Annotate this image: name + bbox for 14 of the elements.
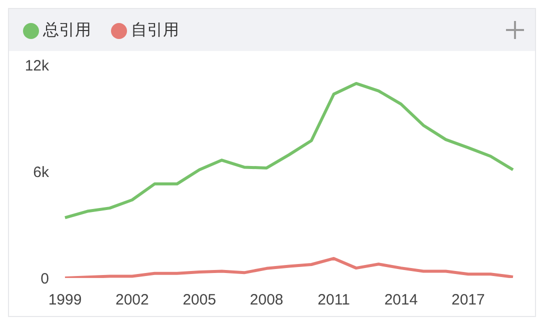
- line-series: [64, 256, 514, 278]
- line-series: [64, 82, 514, 220]
- legend-label: 总引用: [43, 22, 91, 39]
- y-tick-label: 0: [40, 270, 49, 288]
- y-tick-label: 12k: [24, 57, 50, 74]
- legend-label: 自引用: [131, 22, 179, 39]
- x-tick-label: 2017: [452, 292, 485, 309]
- x-tick-label: 2005: [182, 292, 216, 309]
- x-tick-label: 2002: [116, 292, 149, 309]
- x-tick-label: 2014: [384, 292, 418, 309]
- x-tick-label: 2008: [250, 292, 284, 309]
- y-tick-label: 6k: [33, 164, 50, 181]
- x-tick-label: 2011: [318, 292, 350, 309]
- x-tick-label: 1999: [48, 292, 82, 309]
